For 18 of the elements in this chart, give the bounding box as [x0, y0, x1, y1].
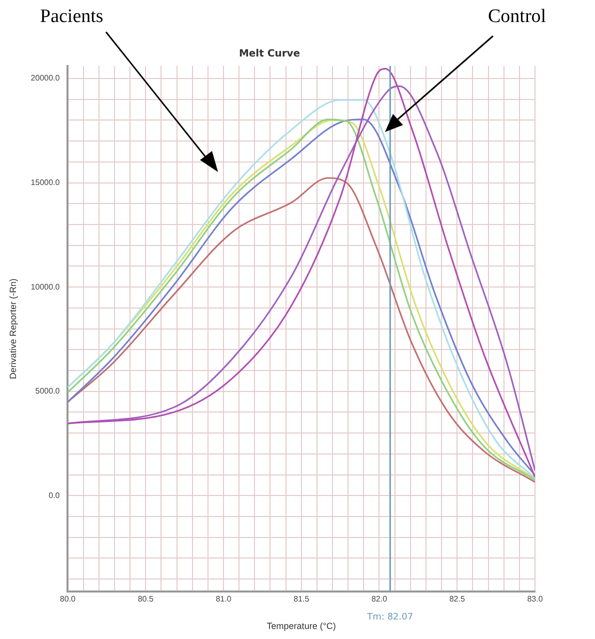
x-tick-label: 82.0	[371, 594, 388, 604]
y-axis-title: Derivative Reporter (-Rn)	[8, 278, 18, 380]
x-tick-label: 81.5	[294, 594, 310, 604]
y-tick-label: 5000.0	[35, 386, 60, 396]
chart-title: Melt Curve	[238, 48, 300, 60]
x-axis-title: Temperature (°C)	[266, 621, 336, 632]
x-tick-label: 80.0	[60, 594, 76, 604]
y-tick-label: 20000.0	[30, 74, 60, 83]
text: Control	[488, 6, 546, 28]
y-tick-label: 10000.0	[30, 282, 60, 292]
x-tick-label: 81.0	[216, 594, 232, 604]
y-tick-label: 15000.0	[30, 178, 60, 188]
x-tick-label: 80.5	[138, 594, 154, 604]
x-tick-label: 83.0	[527, 594, 544, 604]
x-tick-label: 82.5	[449, 594, 466, 604]
ref-line-label: Tm: 82.07	[366, 612, 414, 623]
y-tick-label: 0.0	[48, 490, 60, 500]
text: Pacients	[40, 6, 104, 28]
